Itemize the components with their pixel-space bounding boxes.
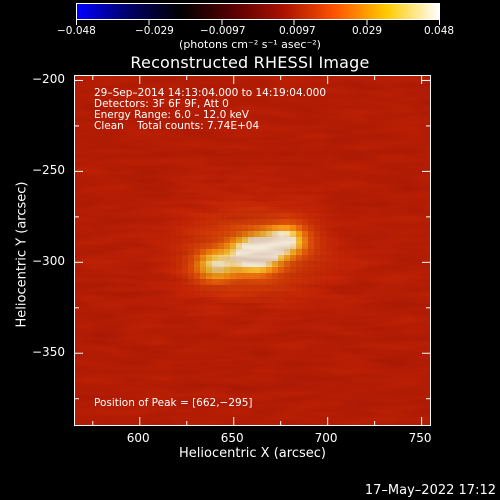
y-tick-label: −350 xyxy=(32,345,65,360)
y-tick-label: −300 xyxy=(32,254,65,269)
colorbar-gradient xyxy=(77,4,439,19)
plot-area xyxy=(74,75,431,426)
plot-frame xyxy=(74,75,431,426)
y-tick-label: −250 xyxy=(32,163,65,178)
annotation-clean-counts: Clean Total counts: 7.74E+04 xyxy=(94,120,260,132)
colorbar-tick-label: −0.029 xyxy=(135,25,174,37)
colorbar-tick-label: 0.048 xyxy=(424,25,455,37)
annotation-energy-range: Energy Range: 6.0 – 12.0 keV xyxy=(94,109,249,121)
footer-timestamp: 17–May–2022 17:12 xyxy=(364,483,496,498)
colorbar-tick-label: −0.0097 xyxy=(200,25,246,37)
x-tick-label: 650 xyxy=(220,431,244,445)
x-axis-label: Heliocentric X (arcsec) xyxy=(179,446,326,461)
colorbar-tick-label: 0.0097 xyxy=(279,25,316,37)
x-tick-label: 700 xyxy=(314,431,338,445)
x-tick-label: 600 xyxy=(126,431,150,445)
y-axis-label: Heliocentric Y (arcsec) xyxy=(14,181,30,328)
chart-title: Reconstructed RHESSI Image xyxy=(130,53,370,72)
annotation-peak-position: Position of Peak = [662,−295] xyxy=(94,397,253,409)
y-tick-label: −200 xyxy=(32,72,65,87)
colorbar-tick-label: −0.048 xyxy=(57,25,96,37)
annotation-time-range: 29–Sep–2014 14:13:04.000 to 14:19:04.000 xyxy=(94,87,326,99)
noise-texture xyxy=(74,75,431,426)
colorbar-unit-label: (photons cm⁻² s⁻¹ asec⁻²) xyxy=(179,38,321,51)
annotation-detectors: Detectors: 3F 6F 9F, Att 0 xyxy=(94,98,229,110)
colorbar xyxy=(76,3,440,20)
colorbar-tick-label: 0.029 xyxy=(352,25,383,37)
colorbar-tick-marks xyxy=(76,20,440,25)
x-tick-label: 750 xyxy=(408,431,432,445)
